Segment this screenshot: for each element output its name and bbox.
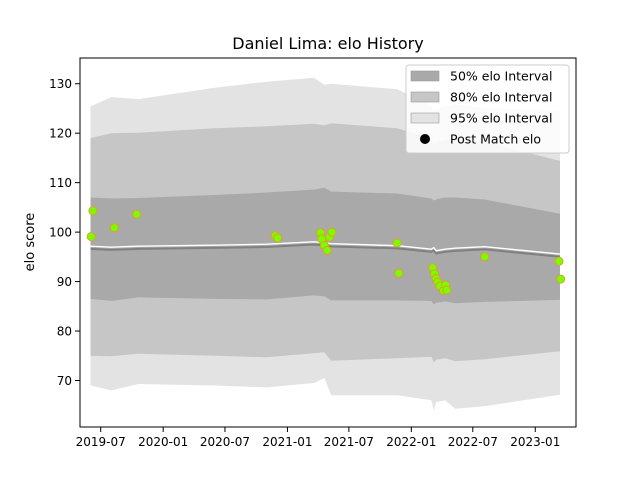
post-match-elo-point	[327, 227, 337, 237]
post-match-elo-point	[109, 223, 119, 233]
post-match-elo-point	[392, 238, 402, 248]
x-tick-label: 2021-01	[262, 435, 312, 449]
plot-frame	[79, 57, 577, 428]
post-match-elo-point	[132, 209, 142, 219]
x-tick-label: 2020-07	[200, 435, 250, 449]
post-match-elo-point	[442, 285, 452, 295]
legend-label: 80% elo Interval	[450, 90, 552, 105]
x-tick-label: 2023-01	[510, 435, 560, 449]
legend-box	[405, 64, 570, 154]
legend-swatch	[410, 112, 440, 124]
mean-elo-line	[90, 243, 561, 258]
post-match-elo-point	[480, 252, 490, 262]
y-axis: 70 80 90 100 110 120 130	[49, 77, 80, 388]
post-match-elo-point	[86, 232, 96, 242]
x-tick-label: 2020-01	[138, 435, 188, 449]
x-tick-label: 2019-07	[76, 435, 126, 449]
legend-label: Post Match elo	[450, 132, 541, 147]
y-tick-label: 70	[57, 374, 72, 388]
legend-label: 95% elo Interval	[450, 111, 552, 126]
legend-swatch	[410, 91, 440, 103]
legend-label: 50% elo Interval	[450, 69, 552, 84]
post-match-elo-point	[273, 233, 283, 243]
post-match-elo-point	[88, 206, 98, 216]
post-match-elo-point	[394, 268, 404, 278]
y-tick-label: 100	[49, 226, 72, 240]
mean-elo-line-highlight	[90, 241, 561, 255]
post-match-elo-point	[554, 256, 564, 266]
x-tick-label: 2021-07	[324, 435, 374, 449]
x-axis: 2019-07 2020-01 2020-07 2021-01 2021-07 2022-…	[76, 427, 560, 449]
plot-area	[86, 77, 566, 411]
x-tick-label: 2022-07	[448, 435, 498, 449]
chart-title: Daniel Lima: elo History	[232, 34, 423, 53]
y-axis-label: elo score	[23, 213, 38, 272]
y-tick-label: 120	[49, 127, 72, 141]
y-tick-label: 110	[49, 176, 72, 190]
chart-legend: 50% elo Interval 80% elo Interval 95% elo …	[405, 64, 570, 154]
y-tick-label: 80	[57, 325, 72, 339]
legend-marker	[420, 134, 430, 144]
post-match-elo-point	[322, 245, 332, 255]
post-match-elo-point	[556, 274, 566, 284]
legend-swatch	[410, 70, 440, 82]
y-tick-label: 130	[49, 77, 72, 91]
y-tick-label: 90	[57, 275, 72, 289]
x-tick-label: 2022-01	[386, 435, 436, 449]
